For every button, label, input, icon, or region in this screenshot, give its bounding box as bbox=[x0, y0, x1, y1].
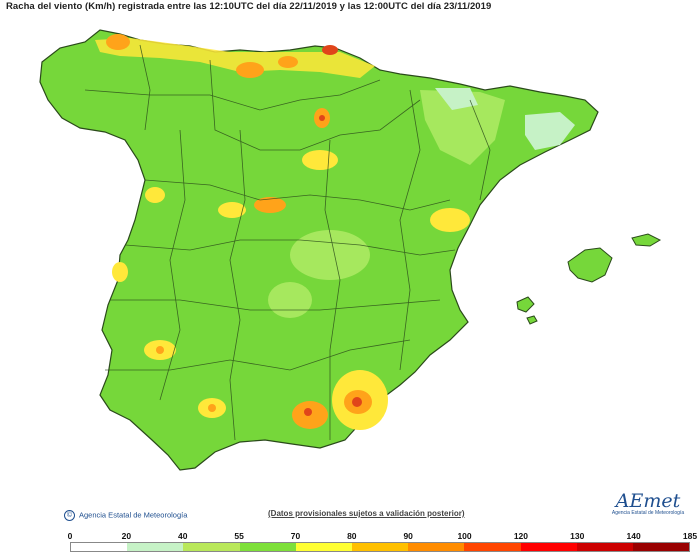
red-spot-granada bbox=[304, 408, 312, 416]
legend-tick-label: 0 bbox=[67, 531, 73, 541]
orange-spot-sevilla bbox=[208, 404, 216, 412]
orange-spot-cantabria bbox=[236, 62, 264, 78]
legend-swatch bbox=[520, 543, 577, 551]
legend-swatch bbox=[464, 543, 521, 551]
orange-spot-badajoz bbox=[156, 346, 164, 354]
legend-tick-label: 130 bbox=[570, 531, 585, 541]
red-spot-burgos bbox=[319, 115, 325, 121]
aemet-logo: AEmet Agencia Estatal de Meteorología bbox=[608, 490, 688, 516]
light-zone-meseta bbox=[290, 230, 370, 280]
red-spot-basque bbox=[322, 45, 338, 55]
provisional-data-note: (Datos provisionales sujetos a validació… bbox=[268, 509, 465, 518]
pale-zone-pyrenees bbox=[435, 88, 478, 110]
red-spot-almeria bbox=[352, 397, 362, 407]
legend-swatch bbox=[183, 543, 240, 551]
island-mallorca bbox=[567, 247, 613, 283]
logo-name: AEmet bbox=[615, 490, 681, 512]
legend-swatch bbox=[576, 543, 633, 551]
island-formentera bbox=[526, 315, 538, 325]
legend-swatch bbox=[632, 543, 690, 551]
legend-tick-label: 70 bbox=[290, 531, 301, 541]
orange-spot-galicia bbox=[106, 34, 130, 50]
light-zone-ebro bbox=[420, 90, 505, 165]
pale-zone-catalonia bbox=[525, 112, 575, 150]
yellow-zone-teruel bbox=[430, 208, 470, 232]
legend-tick-label: 40 bbox=[177, 531, 188, 541]
yellow-zone-north-coast bbox=[95, 38, 375, 78]
agency-credit: © Agencia Estatal de Meteorología bbox=[64, 510, 187, 521]
yellow-zone-salamanca bbox=[145, 187, 165, 203]
island-menorca bbox=[631, 233, 662, 247]
legend-swatch bbox=[351, 543, 409, 551]
map-title: Racha del viento (Km/h) registrada entre… bbox=[6, 1, 492, 12]
legend-swatch bbox=[239, 543, 296, 551]
legend-swatch bbox=[408, 543, 465, 551]
orange-spot-sistema-central bbox=[254, 197, 286, 213]
legend-swatch bbox=[127, 543, 184, 551]
legend-tick-label: 80 bbox=[347, 531, 357, 541]
copyright-icon: © bbox=[64, 510, 75, 521]
legend-tick-label: 120 bbox=[513, 531, 528, 541]
legend-tick-label: 90 bbox=[403, 531, 413, 541]
legend-tick-label: 55 bbox=[234, 531, 244, 541]
island-ibiza bbox=[516, 296, 535, 313]
legend-tick-label: 100 bbox=[457, 531, 472, 541]
yellow-zone-avila bbox=[218, 202, 246, 218]
logo-subtitle: Agencia Estatal de Meteorología bbox=[611, 510, 685, 516]
legend-tick-label: 185 bbox=[682, 531, 698, 541]
legend-swatch bbox=[295, 543, 352, 551]
light-zone-center bbox=[268, 282, 312, 318]
legend-tick-label: 20 bbox=[121, 531, 132, 541]
yellow-zone-west bbox=[112, 262, 128, 282]
legend-bar bbox=[70, 542, 690, 552]
legend-tick-label: 140 bbox=[626, 531, 641, 541]
legend-swatch bbox=[71, 543, 128, 551]
yellow-zone-soria bbox=[302, 150, 338, 170]
orange-spot-santander bbox=[278, 56, 298, 68]
province-boundaries bbox=[84, 44, 491, 441]
